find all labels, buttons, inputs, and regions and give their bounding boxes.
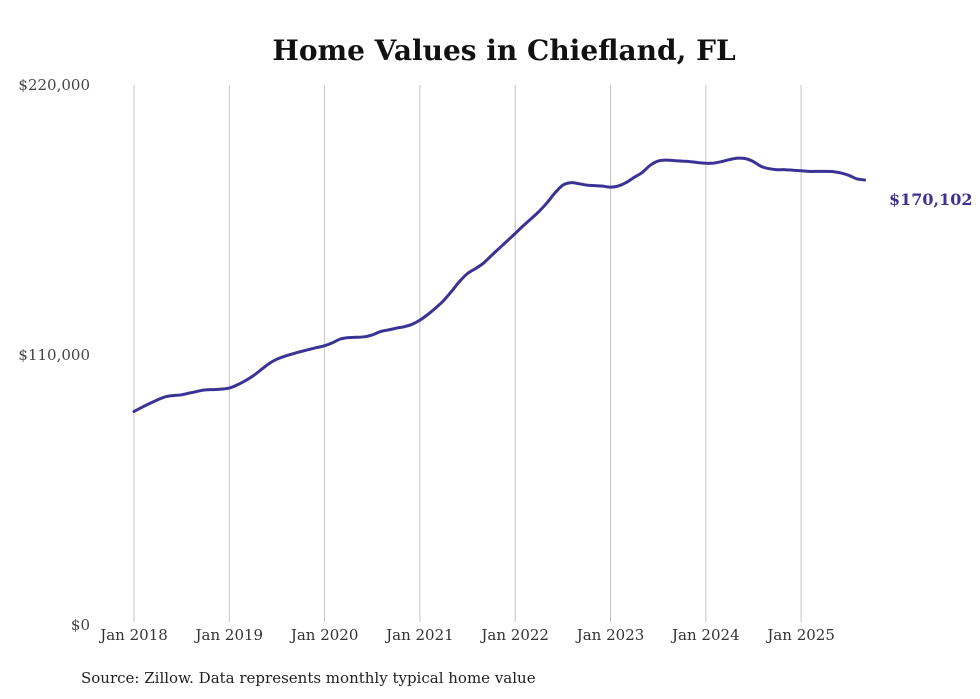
x-tick-label: Jan 2025 — [765, 626, 835, 644]
chart-title: Home Values in Chiefland, FL — [272, 34, 736, 67]
x-tick-label: Jan 2023 — [575, 626, 645, 644]
x-tick-label: Jan 2019 — [194, 626, 264, 644]
x-tick-label: Jan 2022 — [479, 626, 549, 644]
grid-lines — [133, 85, 802, 622]
y-axis-ticks: $0 $110,000 $220,000 — [18, 76, 90, 634]
x-tick-label: Jan 2020 — [289, 626, 359, 644]
source-note: Source: Zillow. Data represents monthly … — [81, 669, 536, 687]
y-tick-label: $220,000 — [18, 76, 90, 94]
y-tick-label: $0 — [71, 616, 90, 634]
x-tick-label: Jan 2018 — [98, 626, 168, 644]
y-tick-label: $110,000 — [18, 346, 90, 364]
x-tick-label: Jan 2024 — [670, 626, 740, 644]
end-value-label: $170,102 — [889, 190, 973, 209]
x-tick-label: Jan 2021 — [384, 626, 454, 644]
x-axis-ticks: Jan 2018 Jan 2019 Jan 2020 Jan 2021 Jan 2022… — [98, 626, 835, 644]
home-value-line — [132, 156, 867, 413]
